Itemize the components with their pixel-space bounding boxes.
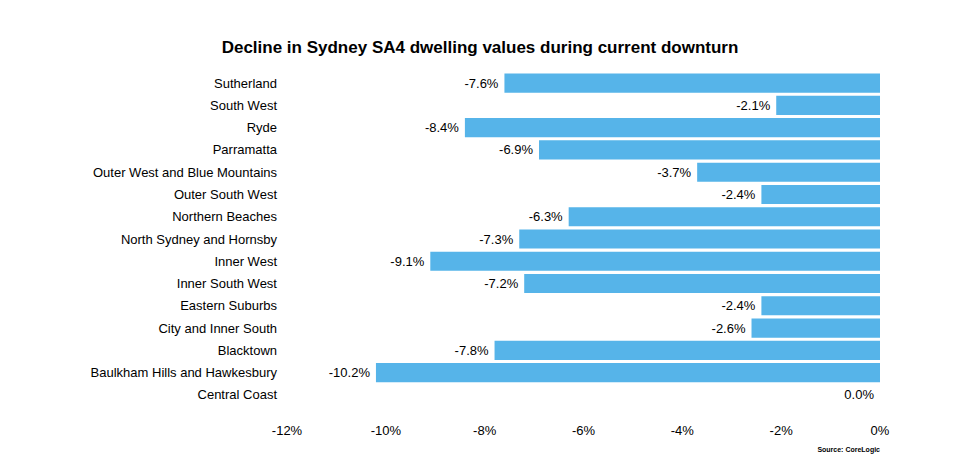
svg-text:South West: South West: [210, 98, 277, 113]
svg-text:-8.4%: -8.4%: [425, 120, 459, 135]
svg-text:Ryde: Ryde: [247, 120, 277, 135]
svg-text:-6%: -6%: [572, 423, 596, 438]
svg-text:-7.3%: -7.3%: [479, 232, 513, 247]
svg-text:Outer South West: Outer South West: [174, 187, 277, 202]
svg-text:-2%: -2%: [770, 423, 794, 438]
svg-text:Inner South West: Inner South West: [177, 276, 278, 291]
svg-text:Sutherland: Sutherland: [214, 76, 277, 91]
svg-text:City and Inner South: City and Inner South: [158, 321, 277, 336]
svg-text:-3.7%: -3.7%: [657, 165, 691, 180]
svg-text:-2.4%: -2.4%: [721, 298, 755, 313]
svg-text:-7.8%: -7.8%: [455, 343, 489, 358]
svg-text:-12%: -12%: [272, 423, 303, 438]
svg-text:-4%: -4%: [671, 423, 695, 438]
svg-text:0.0%: 0.0%: [844, 387, 874, 402]
svg-text:North Sydney and Hornsby: North Sydney and Hornsby: [121, 232, 278, 247]
svg-text:Blacktown: Blacktown: [218, 343, 277, 358]
svg-text:Northern Beaches: Northern Beaches: [172, 209, 277, 224]
svg-text:-8%: -8%: [473, 423, 497, 438]
svg-text:-7.2%: -7.2%: [484, 276, 518, 291]
svg-text:Outer West and Blue Mountains: Outer West and Blue Mountains: [93, 165, 278, 180]
svg-text:-9.1%: -9.1%: [390, 254, 424, 269]
svg-text:-6.3%: -6.3%: [529, 209, 563, 224]
svg-text:Baulkham Hills and Hawkesbury: Baulkham Hills and Hawkesbury: [91, 365, 278, 380]
svg-text:Source: CoreLogic: Source: CoreLogic: [817, 446, 880, 454]
svg-text:0%: 0%: [871, 423, 890, 438]
svg-text:-10%: -10%: [371, 423, 402, 438]
svg-text:-10.2%: -10.2%: [329, 365, 371, 380]
svg-text:Inner West: Inner West: [214, 254, 277, 269]
svg-text:-6.9%: -6.9%: [499, 142, 533, 157]
svg-text:Eastern Suburbs: Eastern Suburbs: [180, 298, 277, 313]
svg-text:-2.6%: -2.6%: [712, 321, 746, 336]
svg-text:Central Coast: Central Coast: [198, 387, 278, 402]
svg-text:Decline in Sydney SA4 dwelling: Decline in Sydney SA4 dwelling values du…: [222, 38, 739, 57]
svg-text:-2.4%: -2.4%: [721, 187, 755, 202]
svg-text:-7.6%: -7.6%: [464, 76, 498, 91]
svg-text:Parramatta: Parramatta: [213, 142, 278, 157]
svg-text:-2.1%: -2.1%: [736, 98, 770, 113]
